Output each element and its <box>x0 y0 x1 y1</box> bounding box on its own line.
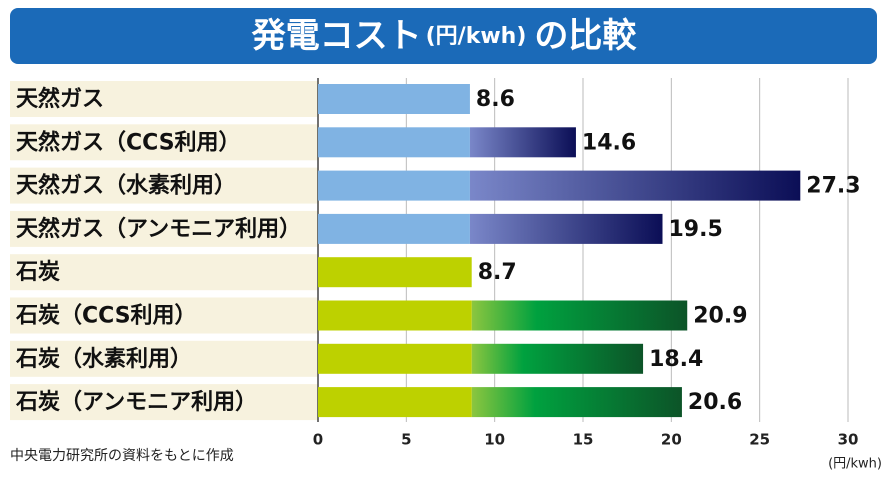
x-unit: (円/kwh) <box>828 457 882 472</box>
y-tick-label: 天然ガス（水素利用） <box>16 173 236 199</box>
y-tick-label: 石炭（アンモニア利用） <box>15 389 257 415</box>
value-label: 14.6 <box>582 130 636 155</box>
bar-extension <box>471 343 644 374</box>
label-strip <box>10 124 318 161</box>
title-main: 発電コスト <box>252 16 422 56</box>
bar <box>318 343 472 374</box>
x-tick-label: 5 <box>401 431 411 449</box>
source-note: 中央電力研究所の資料をもとに作成 <box>10 448 234 464</box>
bar <box>318 300 472 331</box>
title-unit: (円/kwh) <box>426 24 527 49</box>
x-tick-label: 25 <box>749 431 770 449</box>
x-tick-label: 0 <box>313 431 323 449</box>
bar <box>318 170 470 201</box>
value-label: 20.6 <box>688 390 742 415</box>
value-label: 27.3 <box>806 174 860 199</box>
value-label: 8.7 <box>478 260 517 285</box>
x-tick-label: 10 <box>484 431 505 449</box>
label-strip <box>10 254 318 291</box>
label-strip <box>10 340 318 377</box>
label-strip <box>10 210 318 247</box>
bar-extension <box>469 170 801 201</box>
x-tick-label: 15 <box>573 431 594 449</box>
y-tick-label: 石炭 <box>15 259 60 285</box>
bar <box>318 213 470 244</box>
value-label: 18.4 <box>649 347 703 372</box>
bar-extension <box>469 213 663 244</box>
bar-extension <box>469 127 576 158</box>
y-tick-label: 天然ガス（CCS利用） <box>16 129 241 155</box>
bar <box>318 387 472 418</box>
x-tick-label: 20 <box>661 431 682 449</box>
value-label: 19.5 <box>669 217 723 242</box>
y-tick-label: 石炭（水素利用） <box>15 346 192 372</box>
label-strip <box>10 167 318 204</box>
title-banner <box>10 8 877 64</box>
value-label: 20.9 <box>693 304 747 329</box>
label-strip <box>10 297 318 334</box>
bar <box>318 84 470 114</box>
label-strip <box>10 81 318 117</box>
y-tick-label: 天然ガス <box>16 86 104 112</box>
value-label: 8.6 <box>476 87 515 112</box>
bar <box>318 127 470 158</box>
bar-extension <box>471 387 682 418</box>
bar <box>318 257 472 288</box>
y-tick-label: 石炭（CCS利用） <box>15 303 197 329</box>
title-suffix: の比較 <box>534 16 637 56</box>
label-strip <box>10 384 318 421</box>
x-tick-label: 30 <box>838 431 859 449</box>
chart-title: 発電コスト (円/kwh) の比較 <box>252 16 638 56</box>
bar-extension <box>471 300 688 331</box>
y-tick-label: 天然ガス（アンモニア利用） <box>16 216 301 242</box>
